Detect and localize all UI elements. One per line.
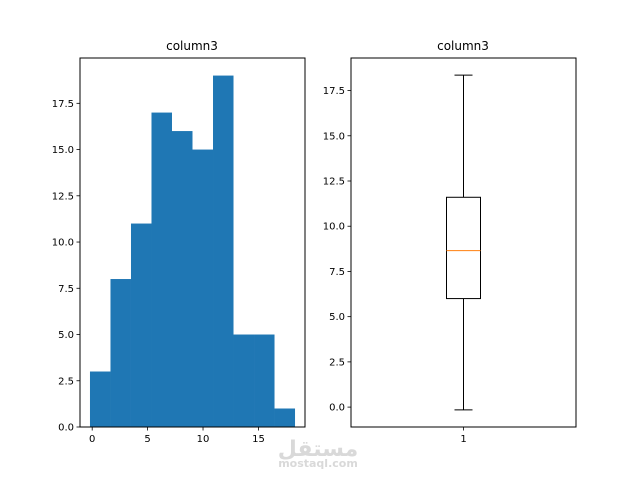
histogram-bar-8 [233,334,255,427]
boxplot-y-tick-label: 15.0 [323,131,345,142]
histogram-bar-6 [192,149,214,427]
boxplot-y-tick-label: 0.0 [329,403,345,414]
boxplot-y-tick-label: 12.5 [323,177,345,188]
histogram-bar-9 [254,334,275,427]
boxplot-x-tick-label: 1 [460,434,466,445]
histogram-y-tick-label: 12.5 [52,191,74,202]
histogram-y-tick-label: 10.0 [52,238,74,249]
histogram-y-tick-label: 0.0 [58,423,74,434]
boxplot-y-tick-label: 17.5 [323,86,345,97]
histogram-title: column3 [166,39,218,53]
boxplot-y-tick-label: 5.0 [329,312,345,323]
histogram-x-tick-label: 15 [252,434,265,445]
histogram-x-tick-label: 10 [197,434,210,445]
boxplot-box [446,196,481,300]
watermark: مستقل mostaql.com [278,437,358,470]
histogram-bar-7 [213,75,234,428]
histogram-frame [79,57,306,428]
boxplot-y-tick-label: 7.5 [329,267,345,278]
boxplot-panel: column3 10.02.55.07.510.012.515.017.5 [323,39,577,445]
boxplot-y-tick-label: 10.0 [323,222,345,233]
watermark-url: mostaql.com [278,457,358,470]
histogram-bar-10 [274,408,296,427]
histogram-bar-2 [110,279,131,427]
boxplot-y-tick-label: 2.5 [329,357,345,368]
histogram-bar-4 [151,112,172,428]
histogram-y-tick-label: 5.0 [58,330,74,341]
histogram-y-tick-label: 15.0 [52,145,74,156]
histogram-y-tick-label: 7.5 [58,284,74,295]
histogram-x-tick-label: 5 [144,434,150,445]
histogram-y-tick-label: 2.5 [58,376,74,387]
histogram-y-tick-label: 17.5 [52,99,74,110]
histogram-bar-5 [171,131,193,427]
histogram-panel: column3 0 5 10 15 0.0 2.5 5.0 7.5 10.0 12.5 15.0 17… [52,39,306,445]
histogram-bar-1 [89,371,111,427]
boxplot-title: column3 [437,39,489,53]
histogram-x-tick-label: 0 [89,434,95,445]
watermark-logo: مستقل [278,437,358,462]
histogram-bar-3 [130,223,152,427]
